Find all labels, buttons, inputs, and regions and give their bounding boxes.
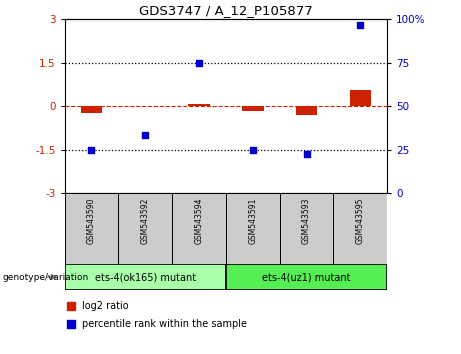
Text: GSM543593: GSM543593 xyxy=(302,198,311,244)
Bar xyxy=(65,264,226,290)
Point xyxy=(249,147,256,152)
Point xyxy=(357,22,364,28)
Point xyxy=(67,303,75,309)
Text: GSM543594: GSM543594 xyxy=(195,198,203,244)
Point xyxy=(195,60,203,66)
Point xyxy=(88,147,95,152)
Bar xyxy=(118,193,172,264)
Text: GSM543591: GSM543591 xyxy=(248,198,257,244)
Text: genotype/variation: genotype/variation xyxy=(2,273,89,281)
Text: ets-4(ok165) mutant: ets-4(ok165) mutant xyxy=(95,272,196,282)
Title: GDS3747 / A_12_P105877: GDS3747 / A_12_P105877 xyxy=(139,4,313,17)
Point xyxy=(67,321,75,327)
Bar xyxy=(296,106,317,115)
Bar xyxy=(349,90,371,106)
Text: GSM543590: GSM543590 xyxy=(87,198,96,244)
Bar xyxy=(242,106,264,110)
Text: GSM543595: GSM543595 xyxy=(356,198,365,244)
Bar xyxy=(65,193,118,264)
Bar xyxy=(172,193,226,264)
Bar xyxy=(188,104,210,106)
Bar xyxy=(226,264,387,290)
Bar xyxy=(280,193,333,264)
Text: ets-4(uz1) mutant: ets-4(uz1) mutant xyxy=(262,272,351,282)
Bar xyxy=(226,193,280,264)
Text: percentile rank within the sample: percentile rank within the sample xyxy=(83,319,247,330)
Point xyxy=(142,132,149,138)
Bar xyxy=(81,106,102,113)
Bar xyxy=(333,193,387,264)
Text: GSM543592: GSM543592 xyxy=(141,198,150,244)
Text: log2 ratio: log2 ratio xyxy=(83,301,129,311)
Point xyxy=(303,151,310,157)
